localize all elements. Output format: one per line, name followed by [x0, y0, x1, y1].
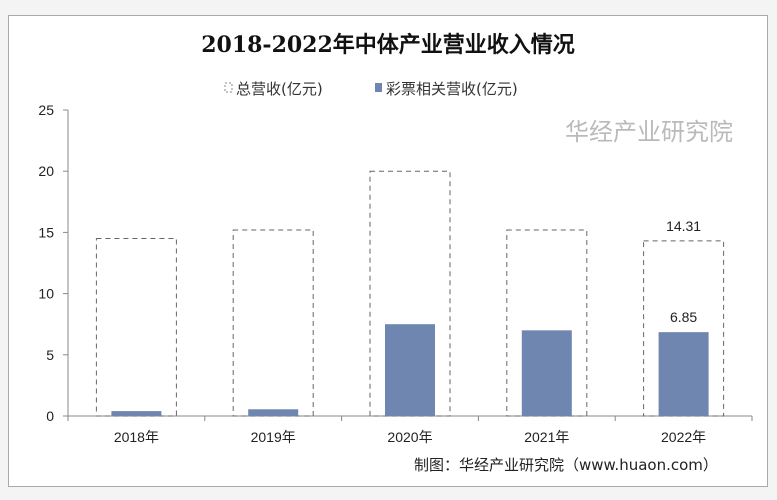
bar-total — [232, 229, 314, 417]
bar-lottery — [521, 330, 572, 416]
legend-swatch-total — [224, 82, 233, 93]
bar-lottery — [248, 409, 299, 416]
x-tick-label: 2022年 — [661, 429, 706, 445]
legend-swatch-lottery — [375, 83, 382, 92]
data-label-lottery: 6.85 — [670, 309, 697, 325]
legend-label-lottery: 彩票相关营收(亿元) — [386, 80, 518, 98]
legend-label-total: 总营收(亿元) — [236, 80, 323, 98]
source-note: 制图：华经产业研究院（www.huaon.com） — [414, 456, 718, 474]
data-label-total: 14.31 — [666, 218, 701, 234]
bar-total — [643, 240, 725, 417]
bar-lottery — [111, 411, 162, 416]
x-tick-label: 2019年 — [251, 429, 296, 445]
x-tick-label: 2020年 — [387, 429, 432, 445]
y-tick-label: 0 — [46, 408, 54, 424]
legend: 总营收(亿元) 彩票相关营收(亿元) — [224, 80, 518, 98]
y-tick-label: 15 — [38, 224, 54, 240]
watermark: 华经产业研究院 — [565, 118, 733, 146]
bar-total — [95, 238, 177, 417]
y-tick-label: 25 — [38, 102, 54, 118]
chart-title: 2018-2022年中体产业营业收入情况 — [201, 32, 575, 58]
bar-lottery — [385, 324, 435, 416]
x-tick-label: 2021年 — [524, 429, 569, 445]
bar-lottery — [658, 332, 709, 416]
y-tick-label: 5 — [46, 347, 54, 363]
y-tick-label: 10 — [38, 286, 54, 302]
x-tick-label: 2018年 — [114, 429, 159, 445]
y-tick-label: 20 — [38, 163, 54, 179]
